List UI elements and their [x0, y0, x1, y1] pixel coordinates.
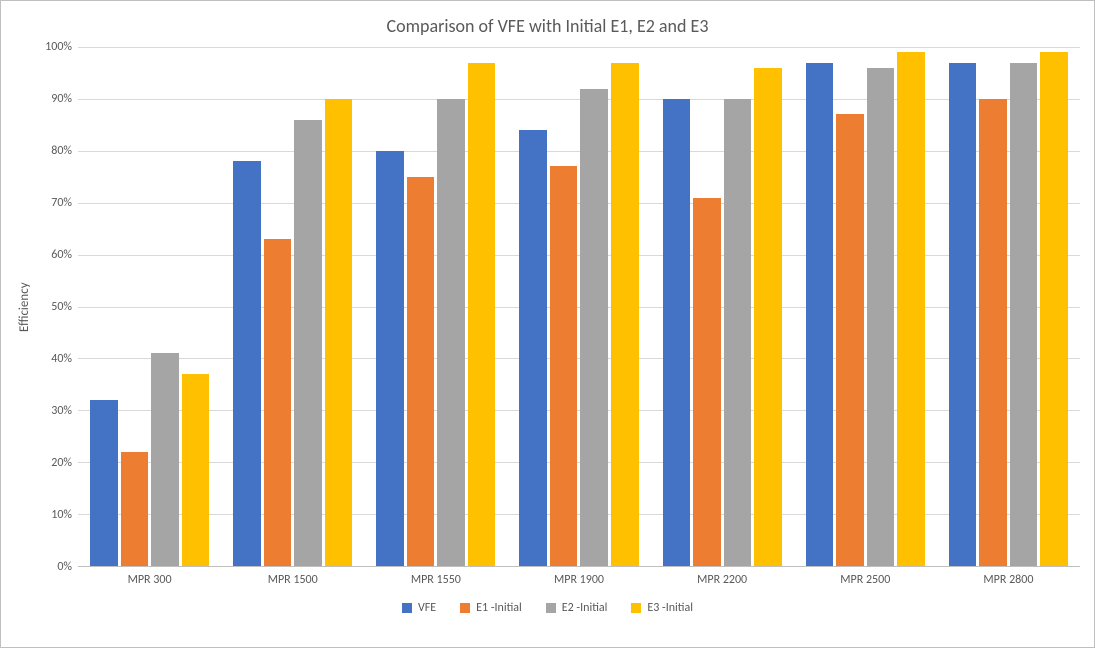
y-tick: 40% — [51, 353, 72, 365]
bar — [1010, 63, 1038, 566]
bar-groups — [78, 47, 1080, 566]
plot-area — [78, 47, 1080, 567]
bar-group — [651, 47, 794, 566]
bar — [693, 198, 721, 566]
y-tick: 50% — [51, 301, 72, 313]
legend-label: E2 -Initial — [562, 601, 608, 615]
legend: VFE E1 -Initial E2 -Initial E3 -Initial — [15, 601, 1080, 615]
x-axis: . MPR 300MPR 1500MPR 1550MPR 1900MPR 220… — [15, 567, 1080, 587]
legend-swatch — [631, 603, 641, 613]
bar — [90, 400, 118, 566]
bar — [264, 239, 292, 566]
legend-item: VFE — [402, 601, 436, 615]
bar — [182, 374, 210, 566]
y-tick: 90% — [51, 93, 72, 105]
y-tick: 70% — [51, 197, 72, 209]
bar — [897, 52, 925, 566]
x-tick: MPR 2200 — [651, 567, 794, 587]
bar — [1040, 52, 1068, 566]
bar — [754, 68, 782, 566]
y-axis: 100%90%80%70%60%50%40%30%20%10%0% — [34, 47, 78, 567]
bar-group — [507, 47, 650, 566]
bar-group — [221, 47, 364, 566]
legend-swatch — [460, 603, 470, 613]
legend-swatch — [546, 603, 556, 613]
bar — [836, 114, 864, 566]
bar — [724, 99, 752, 566]
y-tick: 20% — [51, 457, 72, 469]
bar — [949, 63, 977, 566]
y-tick: 0% — [57, 561, 72, 573]
bar — [806, 63, 834, 566]
x-tick: MPR 1500 — [221, 567, 364, 587]
bar — [663, 99, 691, 566]
legend-label: VFE — [418, 601, 436, 615]
plot-wrapper: Efficiency 100%90%80%70%60%50%40%30%20%1… — [15, 47, 1080, 567]
bar — [294, 120, 322, 566]
legend-label: E3 -Initial — [647, 601, 693, 615]
y-tick: 60% — [51, 249, 72, 261]
legend-label: E1 -Initial — [476, 601, 522, 615]
chart-container: Comparison of VFE with Initial E1, E2 an… — [0, 0, 1095, 648]
bar — [121, 452, 149, 566]
x-tick: MPR 1900 — [507, 567, 650, 587]
bar — [437, 99, 465, 566]
legend-swatch — [402, 603, 412, 613]
legend-item: E3 -Initial — [631, 601, 693, 615]
bar — [611, 63, 639, 566]
bar — [580, 89, 608, 566]
bar — [867, 68, 895, 566]
bar — [376, 151, 404, 566]
y-tick: 100% — [45, 41, 72, 53]
bar — [550, 166, 578, 566]
y-tick: 30% — [51, 405, 72, 417]
y-axis-label: Efficiency — [15, 47, 34, 567]
bar-group — [937, 47, 1080, 566]
bar — [979, 99, 1007, 566]
bar-group — [364, 47, 507, 566]
chart-title: Comparison of VFE with Initial E1, E2 an… — [15, 15, 1080, 37]
bar — [407, 177, 435, 566]
x-tick: MPR 2800 — [937, 567, 1080, 587]
y-tick: 80% — [51, 145, 72, 157]
legend-item: E2 -Initial — [546, 601, 608, 615]
bar — [233, 161, 261, 566]
x-ticks-row: MPR 300MPR 1500MPR 1550MPR 1900MPR 2200M… — [78, 567, 1080, 587]
bar-group — [78, 47, 221, 566]
y-tick: 10% — [51, 509, 72, 521]
x-tick: MPR 1550 — [364, 567, 507, 587]
bar — [151, 353, 179, 566]
bar — [468, 63, 496, 566]
x-tick: MPR 300 — [78, 567, 221, 587]
bar — [519, 130, 547, 566]
x-tick: MPR 2500 — [794, 567, 937, 587]
bar — [325, 99, 353, 566]
bar-group — [794, 47, 937, 566]
legend-item: E1 -Initial — [460, 601, 522, 615]
